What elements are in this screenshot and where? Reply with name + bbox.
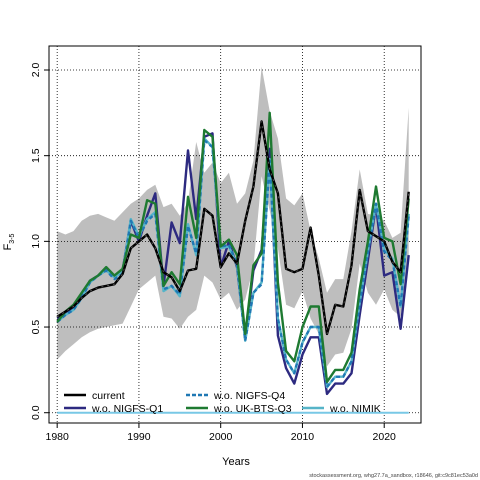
legend-item-current: current <box>64 390 125 402</box>
legend-label: w.o. NIMIK <box>329 403 381 415</box>
x-tick-label: 2010 <box>291 431 315 443</box>
legend-item-w-o-nimik: w.o. NIMIK <box>302 403 381 415</box>
y-axis: 0.0 0.5 1.0 1.5 2.0 <box>30 63 49 420</box>
x-tick-label: 1980 <box>45 431 69 443</box>
legend-item-w-o-uk-bts-q3: w.o. UK-BTS-Q3 <box>186 403 292 415</box>
y-tick-label: 1.0 <box>30 234 42 249</box>
x-axis: 1980 1990 2000 2010 2020 <box>45 422 397 443</box>
y-tick-label: 1.5 <box>30 148 42 163</box>
legend-label: current <box>92 390 125 402</box>
series-lines <box>56 111 410 396</box>
series-line-current-dash <box>56 121 410 335</box>
y-axis-title-sub: 3-5 <box>9 233 16 243</box>
series-line-w-o-uk-bts-q3 <box>56 111 410 384</box>
legend-label: w.o. UK-BTS-Q3 <box>213 403 292 415</box>
legend-label: w.o. NIGFS-Q4 <box>213 390 285 402</box>
legend-item-w-o-nigfs-q1: w.o. NIGFS-Q1 <box>64 403 163 415</box>
y-tick-label: 0.0 <box>30 405 42 420</box>
x-axis-title: Years <box>222 456 250 468</box>
y-axis-title: F3-5 <box>2 233 16 250</box>
x-tick-label: 2020 <box>373 431 397 443</box>
y-axis-title-main: F <box>2 243 14 250</box>
series-line-w-o-nigfs-q4 <box>56 139 410 389</box>
legend-label: w.o. NIGFS-Q1 <box>91 403 163 415</box>
footer-credit: stockassessment.org, whg27.7a_sandbox, r… <box>309 473 478 479</box>
svg-text:F3-5: F3-5 <box>2 233 16 250</box>
x-tick-label: 1990 <box>127 431 151 443</box>
legend-item-w-o-nigfs-q4: w.o. NIGFS-Q4 <box>186 390 285 402</box>
plot-area <box>48 45 422 424</box>
x-tick-label: 2000 <box>209 431 233 443</box>
series-line-current <box>56 120 410 336</box>
y-tick-label: 2.0 <box>30 63 42 78</box>
y-tick-label: 0.5 <box>30 320 42 335</box>
